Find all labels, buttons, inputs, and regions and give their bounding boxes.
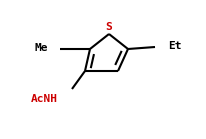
Text: AcNH: AcNH (31, 94, 58, 104)
Text: Et: Et (167, 41, 181, 51)
Text: S: S (105, 22, 112, 32)
Text: Me: Me (34, 43, 48, 53)
